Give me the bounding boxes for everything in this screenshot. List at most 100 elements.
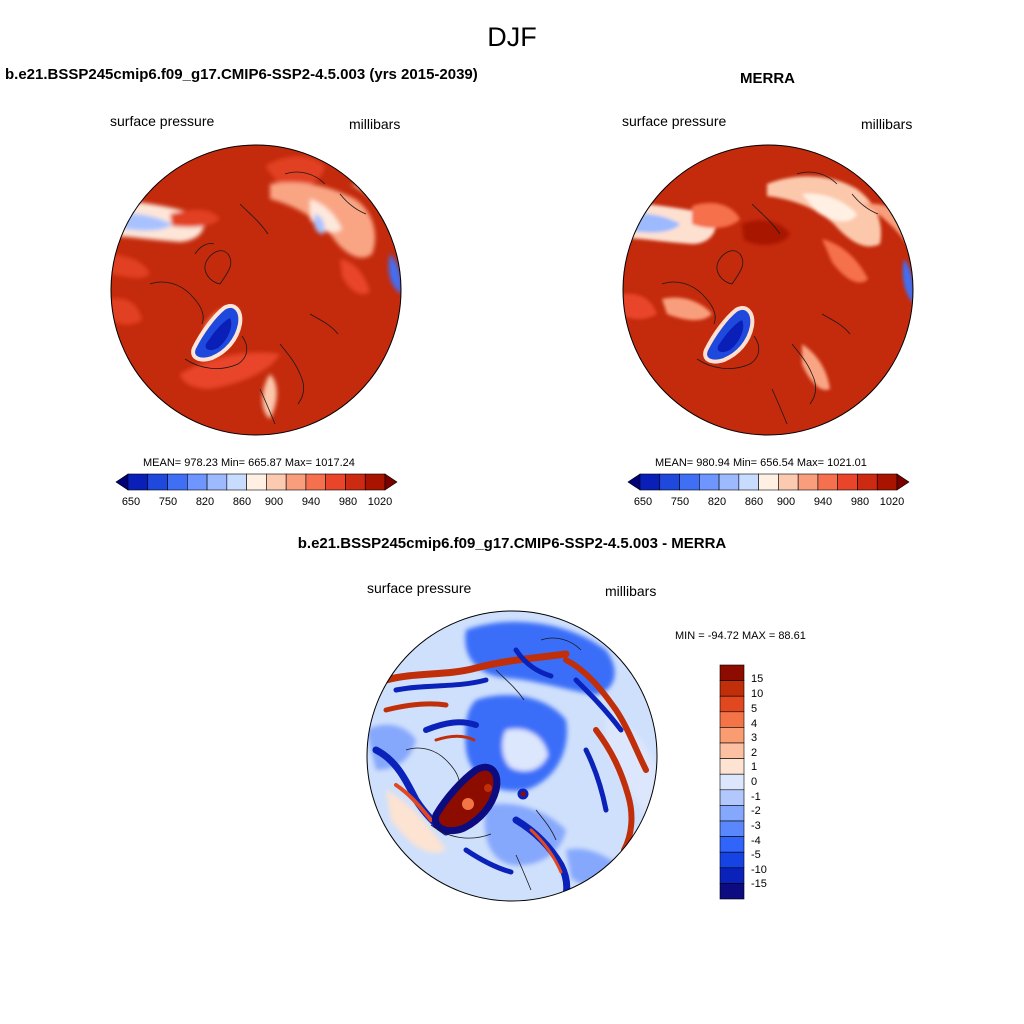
colorbar-segment <box>127 473 149 491</box>
obs-field-regions <box>623 176 913 390</box>
figure-title: DJF <box>487 22 537 52</box>
diff-tick: -4 <box>751 835 761 847</box>
diff-tick: -2 <box>751 805 761 817</box>
diff-tick: -3 <box>751 820 761 832</box>
colorbar-segment <box>719 820 745 837</box>
model-map-border <box>110 144 402 436</box>
colorbar-segment <box>285 473 307 491</box>
colorbar-segment <box>639 473 661 491</box>
colorbar-segment <box>817 473 838 491</box>
obs-coastlines <box>661 171 879 425</box>
obs-tick: 860 <box>744 496 764 508</box>
model-tick: 1020 <box>367 496 393 508</box>
obs-tick: 820 <box>707 496 727 508</box>
colorbar-segment <box>719 867 745 884</box>
diff-variable-label: surface pressure <box>367 580 472 596</box>
model-polar-map <box>110 144 402 436</box>
colorbar-segment <box>797 473 819 491</box>
model-tick: 650 <box>121 496 141 508</box>
colorbar-segment <box>325 473 346 491</box>
colorbar-segment <box>364 473 386 491</box>
obs-variable-label: surface pressure <box>622 113 727 129</box>
colorbar-segment <box>738 473 759 491</box>
colorbar-segment <box>147 473 168 491</box>
colorbar-segment <box>718 473 740 491</box>
obs-units-label: millibars <box>861 116 913 132</box>
colorbar-segment <box>305 473 326 491</box>
diff-tick: 0 <box>751 776 758 788</box>
diff-tick: 1 <box>751 761 758 773</box>
model-tick: 900 <box>264 496 284 508</box>
obs-tick: 1020 <box>879 496 905 508</box>
model-tick: 860 <box>232 496 252 508</box>
colorbar-segment <box>627 473 641 491</box>
diff-stats: MIN = -94.72 MAX = 88.61 <box>675 630 806 642</box>
colorbar-segment <box>719 664 745 681</box>
colorbar-segment <box>719 805 745 822</box>
colorbar-segment <box>246 473 267 491</box>
diff-map-border <box>366 610 658 902</box>
colorbar-segment <box>719 851 745 869</box>
obs-tick: 900 <box>776 496 796 508</box>
diff-tick: 2 <box>751 747 758 759</box>
colorbar-segment <box>679 473 700 491</box>
diff-tick: 10 <box>751 688 764 700</box>
model-coastlines <box>149 171 367 425</box>
diff-tick: 3 <box>751 732 758 744</box>
colorbar-segment <box>896 473 910 491</box>
colorbar-segment <box>345 473 366 491</box>
colorbar-segment <box>758 473 779 491</box>
obs-colorbar <box>627 473 910 491</box>
colorbar-segment <box>857 473 878 491</box>
colorbar-segment <box>115 473 129 491</box>
obs-panel-title: MERRA <box>740 70 795 87</box>
colorbar-segment <box>187 473 208 491</box>
colorbar-segment <box>699 473 720 491</box>
colorbar-segment <box>876 473 898 491</box>
colorbar-segment <box>719 711 745 728</box>
diff-tick: -15 <box>751 878 767 890</box>
obs-polar-map <box>622 144 914 436</box>
colorbar-segment <box>719 836 745 853</box>
diff-colorbar <box>719 664 745 900</box>
obs-tick: 980 <box>850 496 870 508</box>
model-tick: 940 <box>301 496 321 508</box>
diff-tick: 4 <box>751 718 758 730</box>
obs-tick: 750 <box>670 496 690 508</box>
diff-units-label: millibars <box>605 583 657 599</box>
colorbar-segment <box>206 473 228 491</box>
diff-tick: 5 <box>751 703 758 715</box>
diff-tick: -10 <box>751 864 767 876</box>
diff-polar-map <box>366 610 658 902</box>
diff-coastlines <box>405 637 582 891</box>
colorbar-segment <box>719 695 745 713</box>
model-stats: MEAN= 978.23 Min= 665.87 Max= 1017.24 <box>143 457 355 469</box>
diff-tick: 15 <box>751 673 764 685</box>
colorbar-segment <box>719 680 745 697</box>
model-tick: 980 <box>338 496 358 508</box>
colorbar-segment <box>659 473 680 491</box>
model-variable-label: surface pressure <box>110 113 215 129</box>
model-panel-title: b.e21.BSSP245cmip6.f09_g17.CMIP6-SSP2-4.… <box>5 66 478 83</box>
colorbar-segment <box>719 758 745 775</box>
colorbar-segment <box>837 473 858 491</box>
diff-tick: -5 <box>751 849 761 861</box>
model-units-label: millibars <box>349 116 401 132</box>
colorbar-segment <box>226 473 247 491</box>
obs-tick: 940 <box>813 496 833 508</box>
colorbar-segment <box>719 727 745 744</box>
model-colorbar <box>115 473 398 491</box>
colorbar-segment <box>266 473 287 491</box>
diff-tick: -1 <box>751 791 761 803</box>
colorbar-segment <box>719 773 745 791</box>
obs-stats: MEAN= 980.94 Min= 656.54 Max= 1021.01 <box>655 457 867 469</box>
colorbar-segment <box>719 883 745 900</box>
model-tick: 750 <box>158 496 178 508</box>
diff-panel-title: b.e21.BSSP245cmip6.f09_g17.CMIP6-SSP2-4.… <box>297 535 727 552</box>
colorbar-segment <box>719 742 745 759</box>
model-tick: 820 <box>195 496 215 508</box>
colorbar-segment <box>778 473 799 491</box>
obs-tick: 650 <box>633 496 653 508</box>
diff-noise-bands <box>372 647 649 899</box>
colorbar-segment <box>719 789 745 806</box>
